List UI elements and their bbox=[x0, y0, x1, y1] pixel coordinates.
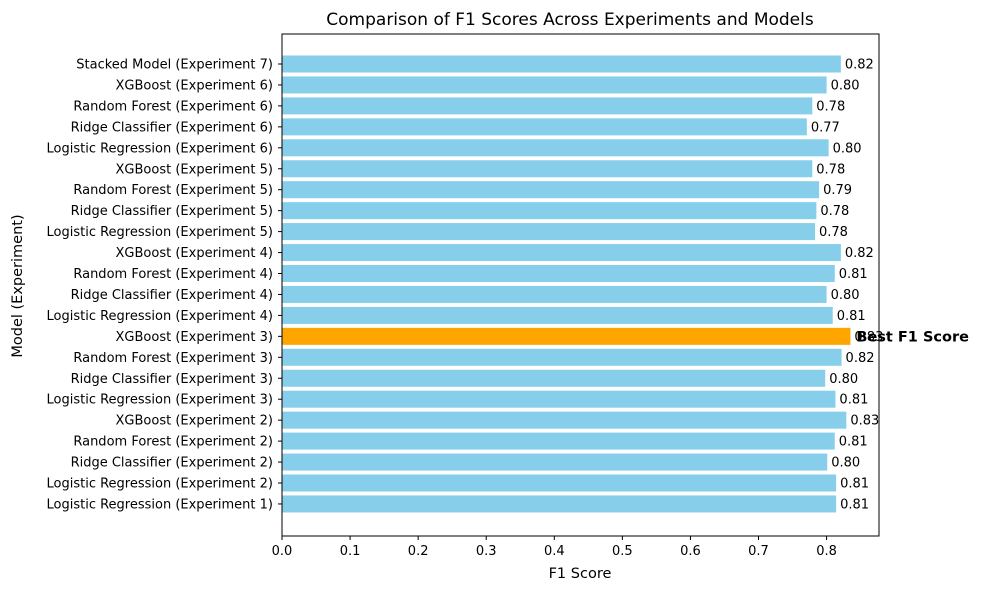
y-tick-label: Ridge Classifier (Experiment 5) bbox=[71, 204, 273, 219]
data-label: 0.81 bbox=[839, 435, 868, 450]
bar bbox=[282, 160, 813, 178]
data-label: 0.80 bbox=[829, 372, 858, 387]
x-tick-label: 0.2 bbox=[408, 544, 429, 559]
bar bbox=[282, 55, 841, 73]
data-label: 0.83 bbox=[854, 330, 883, 345]
x-tick-label: 0.8 bbox=[816, 544, 837, 559]
data-label: 0.82 bbox=[845, 246, 874, 261]
x-tick-label: 0.1 bbox=[340, 544, 361, 559]
data-label: 0.82 bbox=[846, 351, 875, 366]
bar-highlight bbox=[282, 327, 851, 345]
y-tick-label: Logistic Regression (Experiment 2) bbox=[47, 477, 274, 492]
bar bbox=[282, 244, 841, 262]
data-label: 0.81 bbox=[840, 477, 869, 492]
y-tick-label: Logistic Regression (Experiment 6) bbox=[47, 141, 274, 156]
bar bbox=[282, 369, 826, 387]
bar bbox=[282, 181, 820, 199]
y-tick-label: XGBoost (Experiment 2) bbox=[116, 414, 273, 429]
data-labels: 0.81 0.81 0.80 0.81 0.83 0.81 0.80 0.82 0.83 0.81… bbox=[811, 58, 884, 513]
x-ticks: 0.0 0.1 0.2 0.3 0.4 0.5 0.6 0.7 0.8 bbox=[272, 536, 837, 559]
data-label: 0.83 bbox=[850, 414, 879, 429]
plot-frame bbox=[281, 33, 880, 537]
chart-title: Comparison of F1 Scores Across Experimen… bbox=[326, 10, 814, 30]
y-tick-label: Ridge Classifier (Experiment 3) bbox=[71, 372, 273, 387]
bar bbox=[282, 348, 842, 366]
bar bbox=[282, 139, 829, 157]
bars-group bbox=[282, 55, 851, 513]
bar bbox=[282, 202, 817, 220]
y-tick-label: Stacked Model (Experiment 7) bbox=[76, 58, 273, 73]
y-tick-label: Random Forest (Experiment 5) bbox=[73, 183, 273, 198]
bar bbox=[282, 265, 835, 282]
y-tick-label: Random Forest (Experiment 6) bbox=[73, 99, 273, 114]
y-tick-label: XGBoost (Experiment 3) bbox=[116, 330, 273, 345]
bar bbox=[282, 306, 833, 324]
data-label: 0.80 bbox=[831, 78, 860, 93]
bar bbox=[282, 285, 827, 303]
data-label: 0.78 bbox=[816, 99, 845, 114]
y-tick-label: Logistic Regression (Experiment 5) bbox=[47, 225, 274, 240]
y-tick-label: XGBoost (Experiment 5) bbox=[116, 162, 273, 177]
data-label: 0.78 bbox=[816, 162, 845, 177]
bar bbox=[282, 474, 837, 492]
bar bbox=[282, 432, 835, 450]
data-label: 0.80 bbox=[833, 141, 862, 156]
bar bbox=[282, 76, 827, 94]
x-axis-label: F1 Score bbox=[549, 566, 612, 582]
data-label: 0.81 bbox=[837, 309, 866, 324]
data-label: 0.81 bbox=[839, 393, 868, 408]
y-tick-label: Random Forest (Experiment 4) bbox=[73, 267, 273, 282]
data-label: 0.81 bbox=[839, 267, 868, 282]
data-label: 0.80 bbox=[831, 288, 860, 303]
data-label: 0.80 bbox=[831, 456, 860, 471]
bar bbox=[282, 223, 816, 241]
data-label: 0.81 bbox=[840, 497, 869, 512]
x-tick-label: 0.7 bbox=[748, 544, 769, 559]
bar bbox=[282, 453, 828, 471]
data-label: 0.77 bbox=[811, 120, 840, 135]
x-tick-label: 0.3 bbox=[476, 544, 497, 559]
y-tick-label: Logistic Regression (Experiment 4) bbox=[47, 309, 274, 324]
y-tick-label: Ridge Classifier (Experiment 2) bbox=[71, 456, 273, 471]
best-f1-annotation: Best F1 Score bbox=[856, 329, 969, 345]
bar bbox=[282, 411, 847, 429]
y-tick-label: Logistic Regression (Experiment 3) bbox=[47, 393, 274, 408]
y-tick-label: Random Forest (Experiment 3) bbox=[73, 351, 273, 366]
bar bbox=[282, 118, 807, 136]
y-tick-label: Random Forest (Experiment 2) bbox=[73, 435, 273, 450]
data-label: 0.82 bbox=[845, 58, 874, 73]
y-tick-label: XGBoost (Experiment 4) bbox=[116, 246, 273, 261]
bar bbox=[282, 97, 813, 115]
y-tick-label: XGBoost (Experiment 6) bbox=[116, 78, 273, 93]
x-tick-label: 0.0 bbox=[272, 544, 293, 559]
x-tick-label: 0.4 bbox=[544, 544, 565, 559]
y-axis-label: Model (Experiment) bbox=[10, 214, 26, 357]
bar bbox=[282, 390, 836, 408]
data-label: 0.78 bbox=[819, 225, 848, 240]
x-tick-label: 0.6 bbox=[680, 544, 701, 559]
x-tick-label: 0.5 bbox=[612, 544, 633, 559]
bar bbox=[282, 495, 837, 513]
y-tick-labels: Logistic Regression (Experiment 1) Logist… bbox=[47, 58, 282, 512]
y-tick-label: Ridge Classifier (Experiment 6) bbox=[71, 120, 273, 135]
y-tick-label: Logistic Regression (Experiment 1) bbox=[47, 497, 274, 512]
data-label: 0.79 bbox=[823, 183, 852, 198]
y-tick-label: Ridge Classifier (Experiment 4) bbox=[71, 288, 273, 303]
data-label: 0.78 bbox=[820, 204, 849, 219]
